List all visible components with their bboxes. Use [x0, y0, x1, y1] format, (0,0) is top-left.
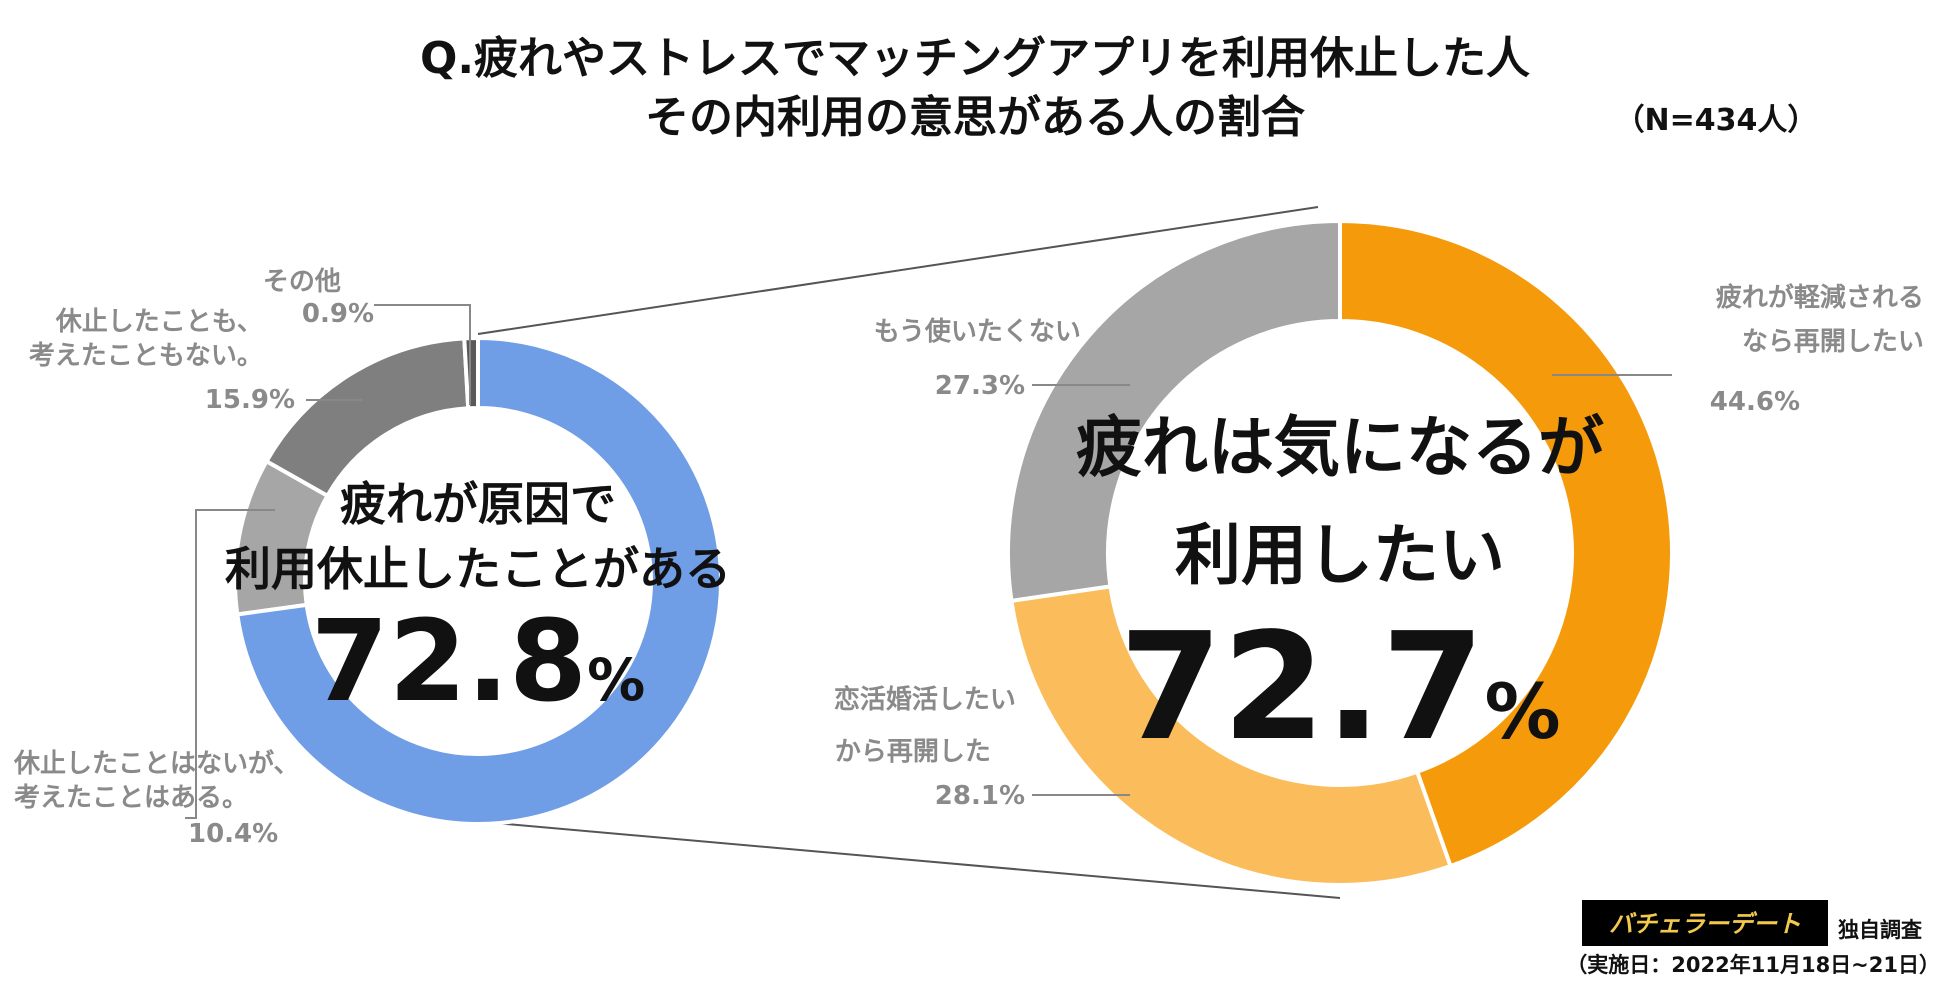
label-reduce-fatigue-value: 44.6%: [1710, 387, 1800, 417]
label-konkatsu: 恋活婚活したい から再開した 28.1%: [834, 684, 1025, 811]
label-not-considered: 休止したことも、 考えたこともない。 15.9%: [29, 307, 295, 415]
left-center-value-unit: %: [587, 646, 645, 714]
left-donut-slice-2: [462, 335, 480, 411]
label-no-more-value: 27.3%: [935, 371, 1025, 401]
connector-line-top: [477, 206, 1319, 335]
leader-line-considered: [185, 509, 275, 819]
label-not-considered-line-2: 考えたこともない。: [29, 341, 263, 371]
left-center-value-number: 72.8: [311, 597, 587, 727]
right-donut-slice-2: [1006, 218, 1342, 604]
label-reduce-fatigue-line-2: なら再開したい: [1742, 327, 1924, 357]
label-considered-value: 10.4%: [188, 819, 278, 849]
label-konkatsu-line-2: から再開した: [835, 737, 991, 767]
left-donut-chart: [233, 335, 723, 826]
sample-size-label: （N=434人）: [1615, 103, 1818, 138]
survey-period: （実施日：2022年11月18日~21日）: [1566, 953, 1940, 977]
label-considered: 休止したことはないが、 考えたことはある。 10.4%: [13, 748, 309, 849]
label-konkatsu-line-1: 恋活婚活したい: [834, 684, 1016, 715]
label-reduce-fatigue-line-1: 疲れが軽減される: [1716, 282, 1924, 313]
label-not-considered-line-1: 休止したことも、: [55, 307, 263, 337]
right-donut-chart: [1006, 218, 1674, 887]
chart-title-line-1: Q.疲れやストレスでマッチングアプリを利用休止した人: [420, 33, 1530, 84]
label-considered-line-2: 考えたことはある。: [14, 783, 248, 813]
brand-logo: [1582, 900, 1828, 946]
label-not-considered-value: 15.9%: [205, 385, 295, 415]
label-considered-line-1: 休止したことはないが、: [13, 748, 299, 779]
chart-title-line-2: その内利用の意思がある人の割合: [645, 92, 1305, 143]
left-center-text-line-1: 疲れが原因で: [340, 477, 616, 531]
label-konkatsu-value: 28.1%: [935, 781, 1025, 811]
right-donut-slice-0: [1338, 218, 1674, 869]
left-center-text-line-2: 利用休止したことがある: [225, 542, 731, 596]
label-no-more-line-1: もう使いたくない: [874, 317, 1081, 347]
left-donut-slice-3: [235, 335, 723, 826]
label-other-line-1: その他: [263, 267, 341, 297]
survey-label: 独自調査: [1838, 918, 1922, 942]
right-center-value-number: 72.7: [1119, 601, 1484, 773]
right-center-value-unit: %: [1485, 667, 1561, 756]
left-donut-slice-1: [263, 336, 471, 499]
right-center-text-line-2: 利用したい: [1175, 517, 1505, 594]
label-reduce-fatigue: 疲れが軽減される なら再開したい 44.6%: [1710, 282, 1933, 417]
label-no-more: もう使いたくない 27.3%: [874, 317, 1090, 401]
right-donut-slice-1: [1009, 584, 1454, 887]
right-center-value: 72.7%: [1119, 601, 1560, 773]
brand-logo-text: バチェラーデート: [1609, 910, 1801, 938]
left-center-value: 72.8%: [311, 597, 645, 727]
label-other-value: 0.9%: [302, 299, 374, 329]
label-other: その他 0.9%: [263, 267, 374, 329]
leader-line-other: [374, 304, 471, 405]
connector-line-bottom: [427, 816, 1341, 899]
right-center-text-line-1: 疲れは気になるが: [1076, 409, 1604, 486]
